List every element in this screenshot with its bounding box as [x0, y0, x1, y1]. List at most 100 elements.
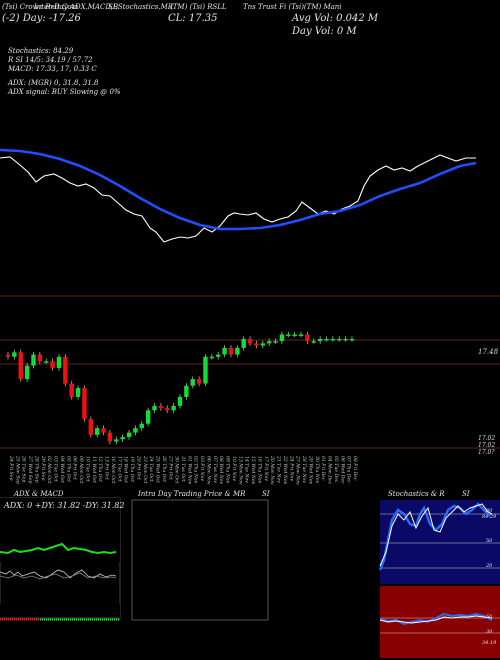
macd-bar — [24, 618, 26, 621]
date-tick-label: 12 Thu Oct — [97, 456, 103, 482]
date-tick-label: 09 Thu Nov — [225, 456, 231, 484]
date-tick-label: 15 Wed Nov — [250, 456, 256, 485]
candle-body — [75, 388, 81, 397]
candle-body — [37, 354, 43, 362]
date-tick-label: 01 Wed Nov — [186, 456, 192, 485]
candle-body — [44, 361, 49, 363]
stoch-readout: Stochastics: 84.29 — [8, 47, 74, 55]
candle-body — [101, 428, 106, 433]
macd-bar — [118, 618, 120, 621]
candle-body — [228, 347, 234, 355]
macd-bar — [92, 618, 94, 621]
macd-bar — [64, 618, 66, 621]
macd-bar — [18, 618, 20, 621]
macd-bar — [56, 618, 58, 621]
adx-green-line — [0, 542, 117, 555]
macd-bar — [10, 618, 12, 621]
candle-body — [171, 405, 176, 411]
date-tick-label: 28 Tue Nov — [301, 455, 307, 483]
candle-body — [203, 356, 208, 384]
macd-bar — [28, 618, 30, 621]
macd-bar — [8, 618, 10, 621]
date-tick-label: 26 Thu Oct — [161, 455, 167, 482]
date-axis: 24 Fri Sep 25 Mon Sep 26 Tue Sep 27 Wed Sep… — [8, 455, 358, 485]
date-tick-label: 17 Fri Nov — [263, 456, 269, 481]
candle-body — [311, 341, 316, 343]
intraday-panel-frame — [131, 499, 269, 621]
candle-body — [184, 385, 189, 397]
intraday-panel-si: SI — [262, 490, 270, 498]
candle-body — [298, 334, 304, 336]
candles — [5, 331, 355, 445]
candle-body — [190, 379, 195, 386]
date-tick-label: 10 Tue Oct — [84, 456, 90, 482]
date-tick-label: 27 Wed Sep — [27, 455, 33, 484]
candle-body — [343, 338, 348, 341]
candle-body — [286, 334, 291, 336]
candle-body — [94, 428, 100, 435]
candle-body — [177, 396, 183, 406]
stoch-subpanel — [380, 500, 500, 584]
date-tick-label: 27 Fri Oct — [167, 455, 173, 480]
macd-bar — [68, 618, 70, 621]
macd-bar — [2, 618, 4, 621]
date-tick-label: 31 Tue Oct — [180, 456, 186, 482]
date-tick-label: 04 Wed Oct — [59, 456, 65, 483]
date-tick-label: 24 Fri Sep — [8, 455, 14, 480]
candle-body — [18, 352, 23, 380]
macd-bar — [42, 618, 44, 621]
macd-bar — [82, 618, 84, 621]
rsi-tick-30: 30 — [486, 629, 493, 635]
stoch-white-line — [379, 503, 493, 567]
macd-bar — [62, 618, 64, 621]
candle-body — [292, 334, 297, 336]
candle-body — [5, 354, 11, 357]
price-label-bottom-3: 17.0? — [478, 449, 495, 456]
candle-body — [69, 383, 74, 397]
candle-body — [114, 439, 119, 442]
macd-bar — [98, 618, 100, 621]
date-tick-label: 01 Fri Dec — [320, 456, 326, 481]
candle-panel — [0, 331, 500, 449]
candle-body — [50, 361, 55, 368]
date-tick-label: 14 Tue Nov — [244, 456, 250, 483]
date-tick-label: 29 Wed Nov — [307, 455, 313, 485]
date-tick-label: 05 Thu Oct — [65, 456, 71, 482]
adx-signal: ADX signal: BUY Slowing @ 0% — [8, 88, 121, 96]
macd-bar — [50, 618, 52, 621]
macd-bar — [48, 618, 50, 621]
macd-bar — [88, 618, 90, 621]
macd-bar — [22, 618, 24, 621]
macd-bar — [90, 618, 92, 621]
macd-bar — [12, 618, 14, 621]
date-tick-label: 13 Mon Nov — [237, 456, 243, 485]
candle-body — [31, 354, 36, 366]
macd-bar — [100, 618, 102, 621]
rsi-value: 34.19 — [482, 640, 497, 646]
date-tick-label: 30 Thu Nov — [314, 456, 320, 484]
candle-body — [126, 432, 132, 438]
candle-body — [330, 338, 336, 341]
date-tick-label: 08 Fri Dec — [352, 456, 358, 481]
date-tick-label: 06 Mon Nov — [205, 456, 211, 485]
date-tick-label: 07 Thu Dec — [346, 456, 352, 483]
candle-body — [241, 338, 246, 348]
candle-body — [12, 352, 17, 357]
date-tick-label: 09 Mon Oct — [78, 456, 84, 484]
date-tick-label: 27 Mon Nov — [295, 455, 301, 485]
candle-body — [260, 343, 266, 346]
macd-bar — [102, 618, 104, 621]
date-tick-label: 24 Tue Oct — [148, 455, 154, 482]
candle-body — [145, 410, 151, 424]
macd-bar — [74, 618, 76, 621]
stoch-tick-80: 80 — [486, 508, 493, 514]
header-indicators-2: SI,Stochastics,MR — [108, 3, 174, 11]
candle-body — [152, 405, 157, 411]
date-tick-label: 25 Mon Sep — [14, 455, 20, 484]
header-day-vol: Day Vol: 0 M — [292, 26, 357, 37]
date-tick-label: 26 Tue Sep — [21, 455, 27, 482]
header-day-change: (-2) Day: -17.26 — [2, 13, 81, 24]
macd-bar — [72, 618, 74, 621]
macd-bar — [30, 618, 32, 621]
